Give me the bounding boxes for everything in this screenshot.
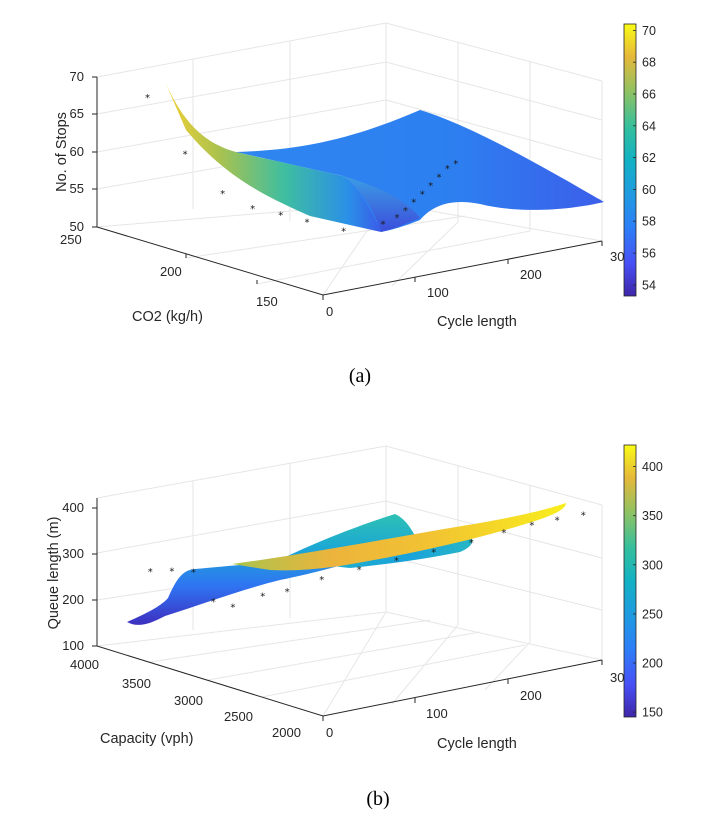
chart-a-colorbar-label-68: 68 xyxy=(642,56,656,70)
chart-b-ytick-2000: 2000 xyxy=(272,725,301,740)
chart-a-point-10: * xyxy=(411,198,416,209)
chart-b: * * * * * * * * * * * * * * * * 400 300 200 100 Queue l… xyxy=(46,444,663,810)
chart-a-colorbar-ticks: 54 56 58 60 62 64 66 68 70 xyxy=(633,24,656,292)
chart-a-surface xyxy=(166,84,604,232)
chart-a-point-3: * xyxy=(250,204,255,215)
chart-a-surface-front xyxy=(166,84,381,232)
chart-a-point-4: * xyxy=(278,211,283,222)
chart-a-ytick-200: 200 xyxy=(160,264,182,279)
chart-a-colorbar-label-62: 62 xyxy=(642,151,656,165)
chart-a-point-15: * xyxy=(453,159,458,170)
chart-a-colorbar-label-56: 56 xyxy=(642,247,656,261)
chart-a-zlabel: No. of Stops xyxy=(54,112,70,192)
chart-a-colorbar-label-58: 58 xyxy=(642,215,656,229)
chart-b-colorbar-ramp xyxy=(623,444,637,718)
chart-b-surface-ridge xyxy=(232,503,566,571)
chart-a-ztick-70: 70 xyxy=(70,69,84,84)
chart-b-xtick-0: 0 xyxy=(326,725,333,740)
chart-a-xtick-100: 100 xyxy=(427,285,449,300)
chart-a-ylabel: CO2 (kg/h) xyxy=(132,309,203,325)
chart-a-colorbar: 54 56 58 60 62 64 66 68 70 xyxy=(623,23,656,297)
chart-b-point-15: * xyxy=(581,511,586,522)
chart-a-point-5: * xyxy=(305,218,310,229)
chart-b-point-14: * xyxy=(555,515,560,526)
chart-a-point-12: * xyxy=(428,181,433,192)
chart-b-colorbar-ticks: 150 200 250 300 350 400 xyxy=(633,460,663,720)
chart-a-point-2: * xyxy=(220,189,225,200)
chart-a-point-8: * xyxy=(395,213,400,224)
chart-b-point-11: * xyxy=(469,538,474,549)
chart-a-ztick-55: 55 xyxy=(70,181,84,196)
chart-a-colorbar-label-60: 60 xyxy=(642,183,656,197)
chart-b-ylabel: Capacity (vph) xyxy=(100,731,193,747)
chart-a-point-13: * xyxy=(437,173,442,184)
chart-a-ztick-50: 50 xyxy=(70,219,84,234)
chart-b-zlabel: Queue length (m) xyxy=(46,517,62,630)
chart-a-point-11: * xyxy=(420,189,425,200)
chart-b-ytick-3500: 3500 xyxy=(122,676,151,691)
chart-b-point-1: * xyxy=(169,567,174,578)
chart-b-point-5: * xyxy=(260,592,265,603)
chart-b-point-8: * xyxy=(357,565,362,576)
chart-a-point-0: * xyxy=(145,93,150,104)
chart-a-point-9: * xyxy=(403,206,408,217)
chart-b-colorbar-label-300: 300 xyxy=(642,558,663,572)
chart-a-axes: 70 65 60 55 50 No. of Stops 250 200 150 … xyxy=(54,69,632,330)
chart-a-surface-valley xyxy=(343,176,420,232)
chart-b-surface xyxy=(127,503,566,625)
chart-a-colorbar-ramp xyxy=(623,23,637,297)
chart-b-point-2: * xyxy=(191,568,196,579)
chart-b-ztick-400: 400 xyxy=(62,500,84,515)
chart-b-colorbar-label-250: 250 xyxy=(642,607,663,621)
chart-a-ytick-250: 250 xyxy=(60,232,82,247)
chart-a-colorbar-label-64: 64 xyxy=(642,119,656,133)
chart-b-colorbar-label-150: 150 xyxy=(642,706,663,720)
chart-b-point-0: * xyxy=(148,567,153,578)
chart-a-colorbar-label-54: 54 xyxy=(642,278,656,292)
chart-b-ztick-300: 300 xyxy=(62,546,84,561)
chart-b-point-7: * xyxy=(319,575,324,586)
chart-a-ytick-150: 150 xyxy=(256,294,278,309)
chart-b-xlabel: Cycle length xyxy=(437,736,517,752)
chart-b-point-6: * xyxy=(285,587,290,598)
chart-a-colorbar-label-70: 70 xyxy=(642,24,656,38)
chart-b-colorbar: 150 200 250 300 350 400 xyxy=(623,444,663,720)
chart-b-points: * * * * * * * * * * * * * * * * xyxy=(148,511,586,614)
chart-a-point-14: * xyxy=(445,164,450,175)
chart-b-xtick-100: 100 xyxy=(426,706,448,721)
chart-a-point-7: * xyxy=(381,220,386,231)
chart-b-ztick-100: 100 xyxy=(62,638,84,653)
chart-a-point-1: * xyxy=(183,150,188,161)
chart-a-ztick-60: 60 xyxy=(70,144,84,159)
chart-a-xtick-0: 0 xyxy=(326,304,333,319)
chart-b-point-9: * xyxy=(394,556,399,567)
chart-b-point-12: * xyxy=(501,528,506,539)
chart-a-colorbar-label-66: 66 xyxy=(642,88,656,102)
chart-b-colorbar-label-400: 400 xyxy=(642,460,663,474)
chart-a-ztick-65: 65 xyxy=(70,106,84,121)
chart-a-surface-right xyxy=(236,110,604,232)
chart-a-point-6: * xyxy=(341,227,346,238)
chart-b-point-3: * xyxy=(211,597,216,608)
chart-a-xtick-200: 200 xyxy=(520,267,542,282)
chart-b-ytick-3000: 3000 xyxy=(174,693,203,708)
chart-b-point-4: * xyxy=(230,603,235,614)
chart-b-ytick-2500: 2500 xyxy=(224,709,253,724)
chart-b-ytick-4000: 4000 xyxy=(70,657,99,672)
chart-a-xlabel: Cycle length xyxy=(437,314,517,330)
caption-a: (a) xyxy=(349,365,371,387)
chart-b-colorbar-label-200: 200 xyxy=(642,657,663,671)
chart-b-colorbar-label-350: 350 xyxy=(642,509,663,523)
chart-a: *************** * 70 65 60 55 50 No. of S… xyxy=(54,22,656,387)
chart-b-xtick-200: 200 xyxy=(520,688,542,703)
chart-b-point-10: * xyxy=(431,548,436,559)
chart-b-ztick-200: 200 xyxy=(62,592,84,607)
chart-a-points: *************** * xyxy=(145,93,458,237)
chart-b-point-13: * xyxy=(529,521,534,532)
caption-b: (b) xyxy=(366,788,389,810)
